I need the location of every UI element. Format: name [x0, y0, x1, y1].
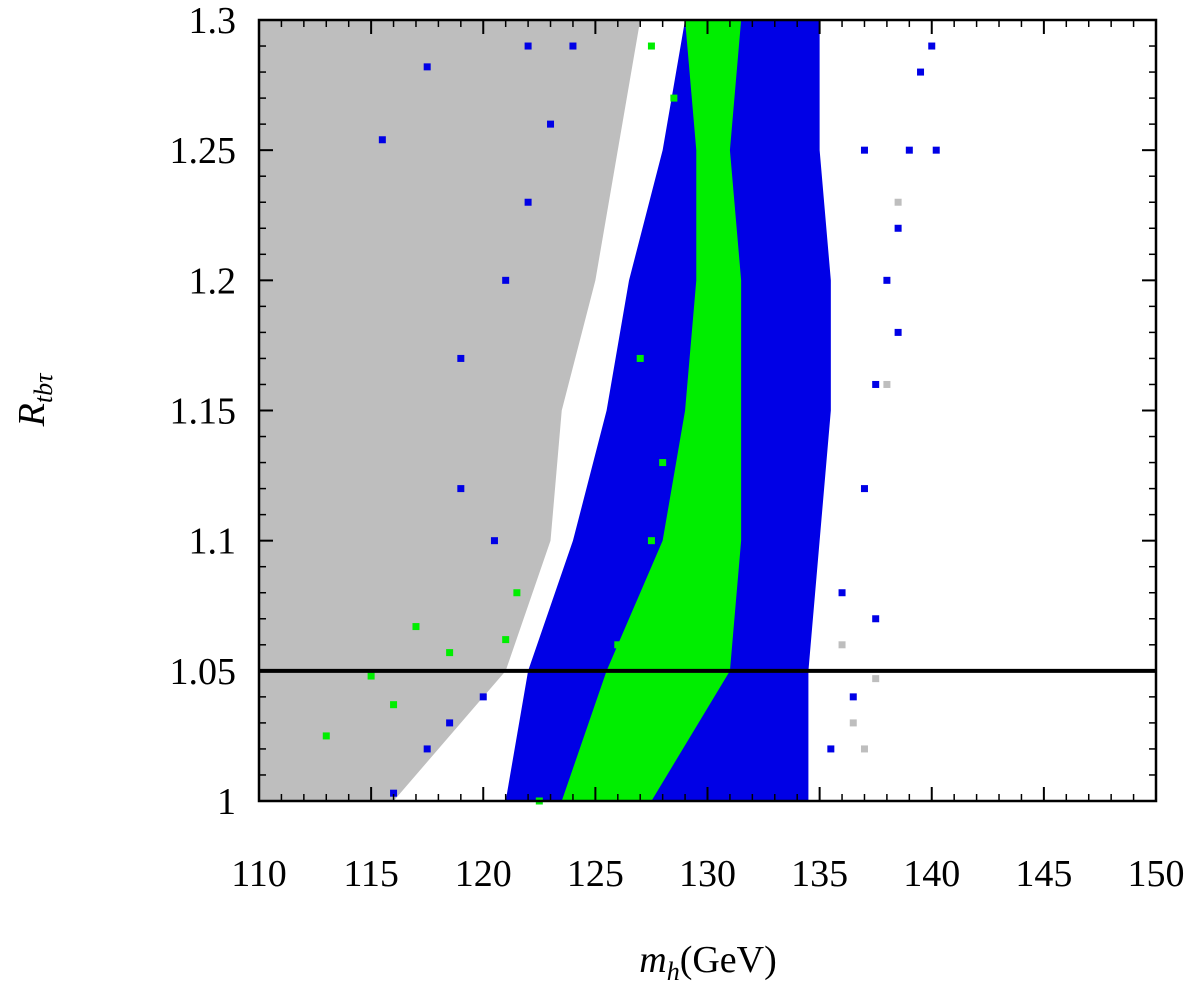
point: [883, 276, 891, 284]
point: [872, 615, 880, 623]
y-tick-label: 1.15: [170, 391, 237, 433]
point: [894, 328, 902, 336]
point: [378, 136, 386, 144]
x-axis-label: mh(GeV): [639, 939, 777, 984]
y-tick-label: 1.1: [189, 521, 237, 563]
y-axis-label: Rtbτ: [11, 372, 58, 427]
point: [322, 732, 330, 740]
point: [838, 641, 846, 649]
x-tick-label: 145: [1015, 853, 1072, 895]
point: [905, 146, 913, 154]
point-cloud: [259, 20, 641, 801]
point: [647, 537, 655, 545]
x-tick-label: 125: [567, 853, 624, 895]
point: [446, 649, 454, 657]
point: [860, 745, 868, 753]
point: [827, 745, 835, 753]
y-tick-label: 1.25: [170, 130, 237, 172]
y-tick-label: 1: [217, 781, 236, 823]
point: [894, 198, 902, 206]
y-tick-label: 1.05: [170, 651, 237, 693]
x-tick-label: 140: [903, 853, 960, 895]
point: [670, 94, 678, 102]
point: [860, 485, 868, 493]
y-label-sub: tbτ: [29, 372, 58, 403]
point: [390, 701, 398, 709]
point: [412, 623, 420, 631]
point: [894, 224, 902, 232]
point: [932, 146, 940, 154]
point: [479, 693, 487, 701]
point: [524, 42, 532, 50]
point: [636, 354, 644, 362]
x-tick-label: 115: [343, 853, 399, 895]
point: [490, 537, 498, 545]
x-tick-label: 130: [679, 853, 736, 895]
x-label-suffix: (GeV): [680, 939, 777, 981]
y-tick-label: 1.2: [189, 260, 237, 302]
x-tick-label: 120: [455, 853, 512, 895]
point: [423, 745, 431, 753]
x-label-main: m: [639, 939, 666, 981]
point: [860, 146, 868, 154]
y-label-main: R: [11, 403, 53, 427]
point-cloud: [505, 20, 831, 801]
point: [872, 675, 880, 683]
point: [614, 641, 622, 649]
point: [390, 789, 398, 797]
point: [502, 276, 510, 284]
point: [502, 636, 510, 644]
point: [457, 485, 465, 493]
point: [524, 198, 532, 206]
point: [446, 719, 454, 727]
point: [872, 380, 880, 388]
x-tick-label: 135: [791, 853, 848, 895]
point: [838, 589, 846, 597]
point: [513, 589, 521, 597]
point: [647, 42, 655, 50]
point: [367, 672, 375, 680]
x-tick-label: 150: [1128, 853, 1185, 895]
point: [423, 63, 431, 71]
point: [917, 68, 925, 76]
x-tick-label: 110: [231, 853, 287, 895]
point: [883, 380, 891, 388]
point-cloud: [561, 20, 742, 801]
point: [457, 354, 465, 362]
point: [928, 42, 936, 50]
point: [849, 719, 857, 727]
point: [569, 42, 577, 50]
y-tick-label: 1.3: [189, 0, 237, 42]
point: [547, 120, 555, 128]
point: [849, 693, 857, 701]
x-label-sub: h: [667, 957, 680, 984]
point: [659, 459, 667, 467]
